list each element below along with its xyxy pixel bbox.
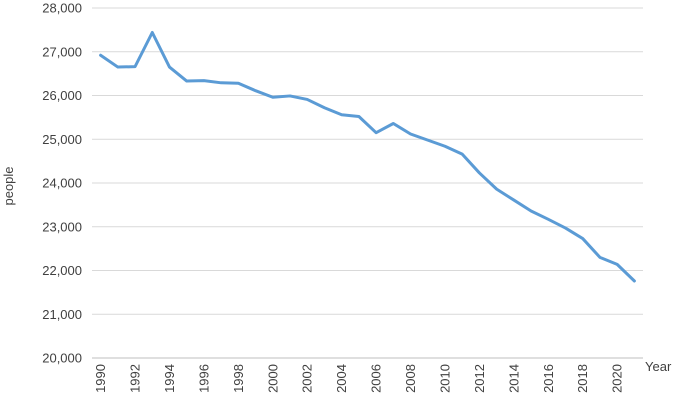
y-axis-tick-labels: 20,000 21,000 22,000 23,000 24,000 25,000 26,0… [42,1,82,366]
x-tick-label: 2014 [506,364,521,393]
y-tick-label: 23,000 [42,219,82,234]
y-tick-label: 26,000 [42,88,82,103]
series-layer [99,31,636,283]
x-tick-label: 2008 [403,364,418,393]
x-tick-label: 2012 [472,364,487,393]
y-tick-label: 25,000 [42,132,82,147]
x-tick-label: 2016 [541,364,556,393]
y-tick-label: 22,000 [42,263,82,278]
x-tick-label: 2002 [300,364,315,393]
y-tick-label: 21,000 [42,307,82,322]
x-tick-label: 1992 [128,364,143,393]
x-tick-label: 1998 [231,364,246,393]
y-tick-label: 20,000 [42,351,82,366]
x-tick-label: 1994 [162,364,177,393]
x-tick-label: 2004 [334,364,349,393]
y-axis-title: people [1,166,16,205]
x-tick-label: 2006 [369,364,384,393]
x-axis-title: Year [645,359,672,374]
y-tick-label: 27,000 [42,44,82,59]
y-tick-label: 28,000 [42,1,82,16]
x-tick-label: 2000 [265,364,280,393]
x-tick-label: 2010 [437,364,452,393]
x-tick-label: 1996 [196,364,211,393]
series-line [99,31,636,283]
x-axis-tick-labels: 1990 1992 1994 1996 1998 2000 2002 2004 2006 2008… [93,364,625,393]
x-tick-label: 2020 [610,364,625,393]
y-tick-label: 24,000 [42,176,82,191]
gridlines [92,7,643,359]
x-tick-label: 1990 [93,364,108,393]
x-tick-label: 2018 [575,364,590,393]
